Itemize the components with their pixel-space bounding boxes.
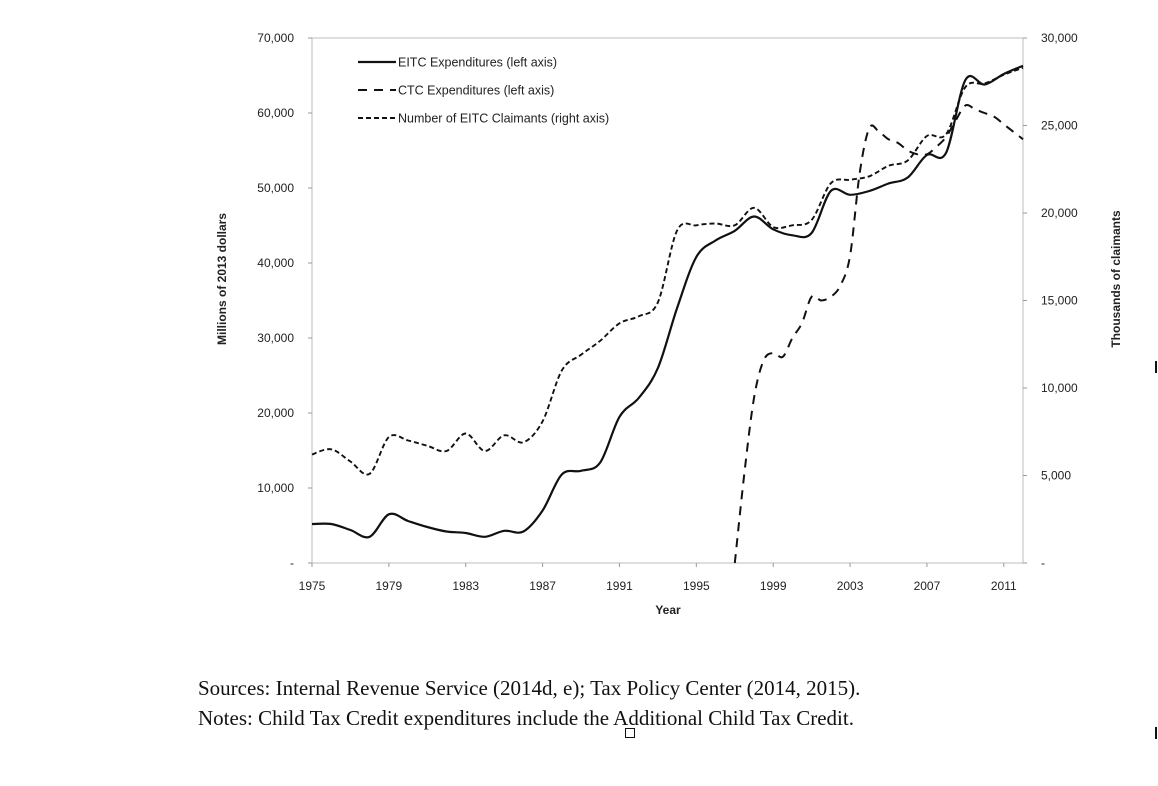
legend-label: EITC Expenditures (left axis)	[398, 56, 557, 70]
anchor-box-icon	[625, 728, 635, 738]
y2-tick-label: 20,000	[1041, 206, 1078, 220]
x-tick-label: 2003	[837, 579, 864, 593]
series-layer	[311, 64, 1024, 564]
x-tick-label: 1979	[376, 579, 403, 593]
notes-note: Notes: Child Tax Credit expenditures inc…	[198, 706, 854, 730]
y2-tick-label: 10,000	[1041, 381, 1078, 395]
x-tick-label: 1983	[452, 579, 479, 593]
y-axis-title: Millions of 2013 dollars	[215, 213, 229, 345]
y-tick-label: 30,000	[257, 331, 294, 345]
line-chart: - 10,000 20,000 30,000 40,000 50,000 60,000 70,…	[215, 31, 1123, 617]
y-tick-label: 20,000	[257, 406, 294, 420]
figure-notes: Sources: Internal Revenue Service (2014d…	[198, 673, 860, 733]
x-tick-label: 2007	[914, 579, 941, 593]
x-tick-label: 1987	[529, 579, 556, 593]
x-tick-label: 2011	[991, 579, 1017, 593]
y2-tick-label: 30,000	[1041, 31, 1078, 45]
eitc-claimants-line	[311, 66, 1024, 476]
x-tick-label: 1999	[760, 579, 787, 593]
x-tick-label: 1975	[299, 579, 326, 593]
x-tick-label: 1995	[683, 579, 710, 593]
sources-note: Sources: Internal Revenue Service (2014d…	[198, 676, 861, 700]
legend: EITC Expenditures (left axis) CTC Expendi…	[358, 56, 609, 126]
legend-label: CTC Expenditures (left axis)	[398, 84, 554, 98]
x-axis-title: Year	[655, 603, 681, 617]
y-tick-label: 50,000	[257, 181, 294, 195]
y-tick-label: 40,000	[257, 256, 294, 270]
text-cursor-icon	[1155, 727, 1157, 739]
y-tick-label: -	[290, 556, 294, 570]
axis-ticks: - 10,000 20,000 30,000 40,000 50,000 60,000 70,…	[257, 31, 1078, 593]
y2-tick-label: -	[1041, 556, 1045, 570]
y2-axis-title: Thousands of claimants	[1109, 210, 1123, 348]
y2-tick-label: 5,000	[1041, 469, 1071, 483]
eitc-expenditures-line	[311, 64, 1024, 539]
y-tick-label: 70,000	[257, 31, 294, 45]
y-tick-label: 60,000	[257, 106, 294, 120]
legend-label: Number of EITC Claimants (right axis)	[398, 112, 609, 126]
y2-tick-label: 15,000	[1041, 294, 1078, 308]
ctc-expenditures-line	[733, 104, 1024, 564]
y2-tick-label: 25,000	[1041, 119, 1078, 133]
y-tick-label: 10,000	[257, 481, 294, 495]
text-cursor-icon	[1155, 361, 1157, 373]
x-tick-label: 1991	[606, 579, 633, 593]
